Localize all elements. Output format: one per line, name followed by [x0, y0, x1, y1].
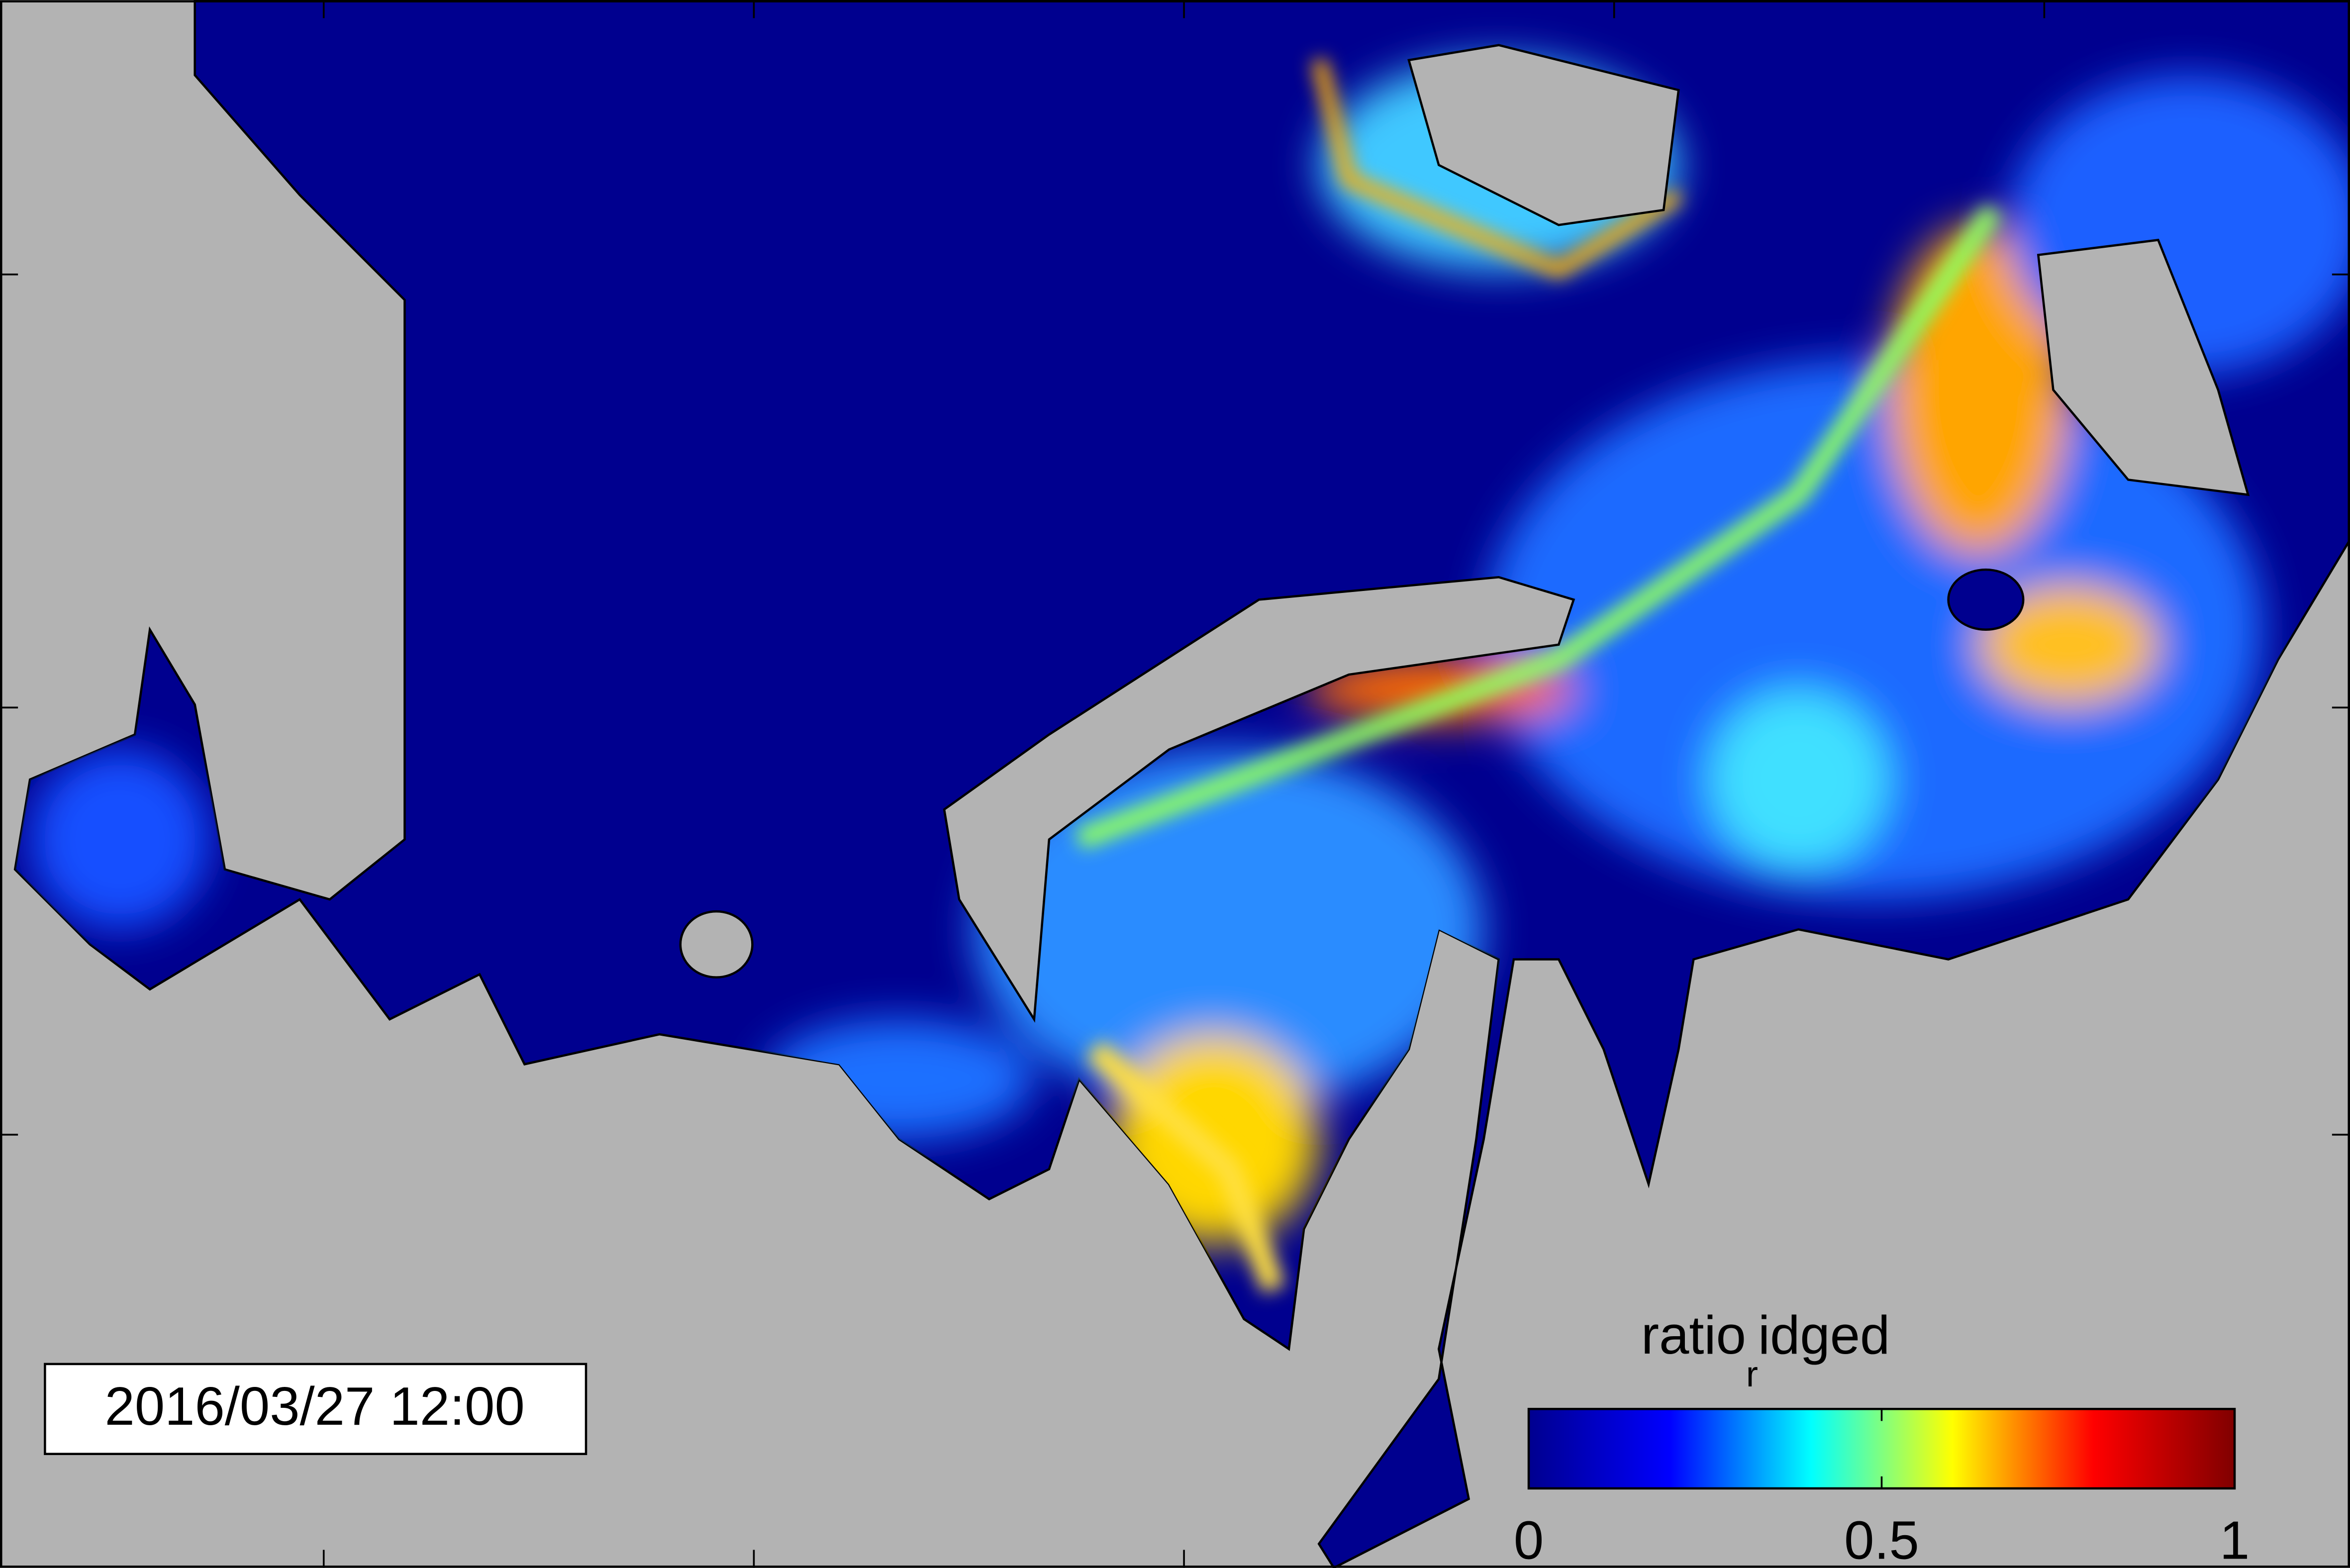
colorbar-tick-label: 0 [1514, 1510, 1544, 1568]
islands [679, 44, 2250, 1023]
timestamp-background [44, 1363, 588, 1455]
peninsula [943, 576, 1575, 1023]
ridge [1075, 204, 2002, 850]
label-main: ratio [1641, 1305, 1746, 1365]
ice-blob [1708, 689, 1889, 870]
colorbar: ratioridged 0 0.5 1 [1514, 1305, 2250, 1568]
island [679, 910, 754, 979]
island [2037, 238, 2250, 496]
colorbar-tick-label: 1 [2220, 1510, 2250, 1568]
ridge [1086, 1040, 1285, 1293]
open-water [1947, 568, 2025, 631]
ice-blob [1978, 585, 2158, 705]
ridge [1311, 58, 1683, 279]
label-rest: idged [1758, 1305, 1890, 1365]
ice-blob [1483, 360, 2263, 899]
island [1407, 44, 1680, 226]
colorbar-label: ratioridged [1641, 1305, 1890, 1394]
colorbar-tick-label: 0.5 [1844, 1510, 1919, 1568]
label-subscript: r [1746, 1355, 1758, 1394]
ice-blob [30, 749, 210, 930]
ice-ridges [1075, 58, 2002, 1293]
timestamp: 2016/03/27 12:00 [105, 1376, 525, 1436]
timestamp-box: 2016/03/27 12:00 [44, 1363, 588, 1455]
